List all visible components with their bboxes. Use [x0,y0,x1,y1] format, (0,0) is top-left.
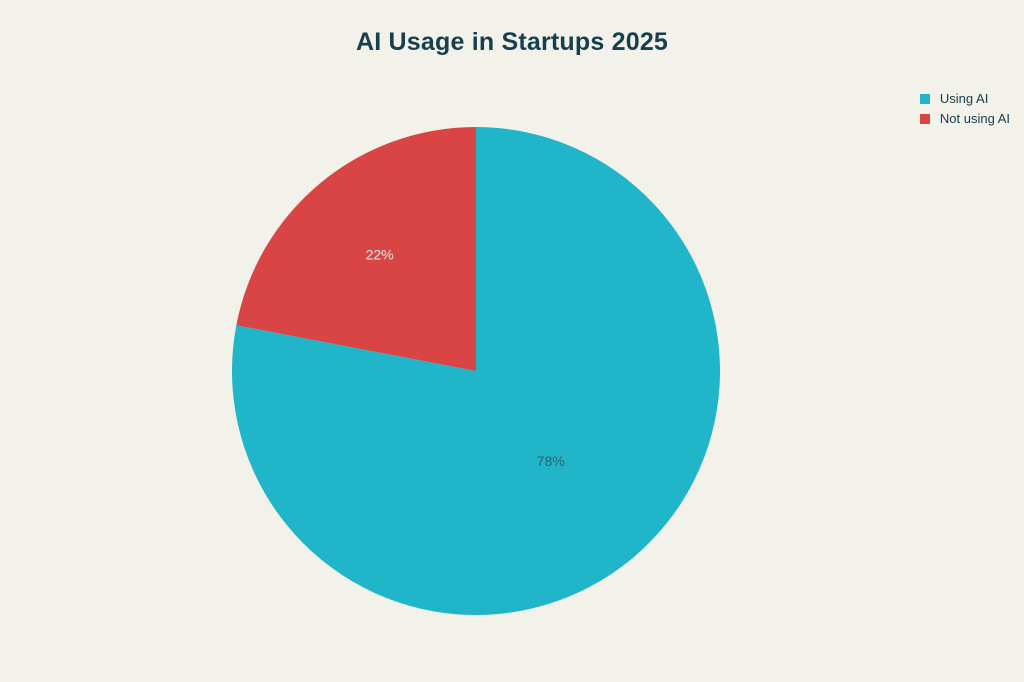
legend-swatch-using-ai [919,93,930,104]
legend-item-using-ai[interactable]: Using AI [919,91,1010,106]
slice-value-label-not-using-ai: 22% [366,246,394,262]
chart-title: AI Usage in Startups 2025 [355,28,669,56]
legend-swatch-not-using-ai [919,113,930,124]
legend-item-not-using-ai[interactable]: Not using AI [919,111,1010,126]
legend-label-using-ai: Using AI [939,91,989,106]
slice-value-label-using-ai: 78% [537,453,565,469]
legend-label-not-using-ai: Not using AI [939,111,1010,126]
pie-slice-using-ai[interactable] [231,127,720,615]
pie-slice-not-using-ai[interactable] [236,127,476,371]
legend: Using AI Not using AI [919,91,1010,126]
